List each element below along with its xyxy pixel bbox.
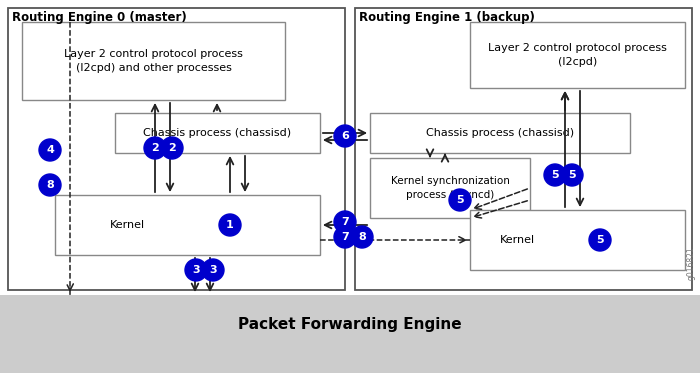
Text: 4: 4 [46,145,54,155]
Text: 6: 6 [341,131,349,141]
Text: Routing Engine 0 (master): Routing Engine 0 (master) [12,11,187,24]
Bar [470,22,685,88]
Circle shape [351,226,373,248]
Text: 7: 7 [341,217,349,227]
Text: Kernel synchronization
process (ksyncd): Kernel synchronization process (ksyncd) [391,176,510,200]
Circle shape [544,164,566,186]
Text: 5: 5 [456,195,464,205]
Text: Kernel: Kernel [110,220,145,230]
Bar [370,158,530,218]
Circle shape [185,259,207,281]
Text: Kernel: Kernel [500,235,535,245]
Text: 8: 8 [46,180,54,190]
Text: 3: 3 [209,265,217,275]
Text: Layer 2 control protocol process
(l2cpd) and other processes: Layer 2 control protocol process (l2cpd)… [64,49,243,73]
Text: 5: 5 [596,235,604,245]
Circle shape [39,174,61,196]
Bar [0,295,700,373]
Text: Packet Forwarding Engine: Packet Forwarding Engine [238,317,462,332]
Text: Chassis process (chassisd): Chassis process (chassisd) [144,128,292,138]
Text: 3: 3 [193,265,200,275]
Text: 5: 5 [568,170,576,180]
Text: 2: 2 [151,143,159,153]
Text: 1: 1 [226,220,234,230]
Circle shape [161,137,183,159]
Bar [355,8,692,290]
Text: Chassis process (chassisd): Chassis process (chassisd) [426,128,574,138]
Circle shape [589,229,611,251]
Text: 7: 7 [341,232,349,242]
Bar [115,113,320,153]
Bar [370,113,630,153]
Text: 2: 2 [168,143,176,153]
Bar [8,8,345,290]
Circle shape [334,211,356,233]
Circle shape [334,125,356,147]
Text: Routing Engine 1 (backup): Routing Engine 1 (backup) [359,11,535,24]
Circle shape [202,259,224,281]
Circle shape [39,139,61,161]
Text: 5: 5 [551,170,559,180]
Circle shape [334,226,356,248]
Text: Layer 2 control protocol process
(l2cpd): Layer 2 control protocol process (l2cpd) [488,43,667,67]
Bar [22,22,285,100]
Bar [55,195,320,255]
Circle shape [561,164,583,186]
Text: 8: 8 [358,232,366,242]
Bar [470,210,685,270]
Text: g016821: g016821 [687,247,696,280]
Circle shape [144,137,166,159]
Circle shape [219,214,241,236]
Circle shape [449,189,471,211]
